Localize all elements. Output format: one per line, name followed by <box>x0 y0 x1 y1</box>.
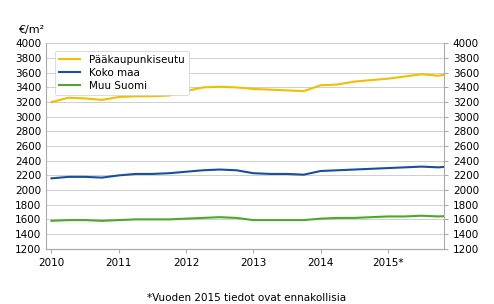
Koko maa <box>150 172 156 176</box>
Muu Suomi <box>65 218 71 222</box>
Muu Suomi <box>284 218 290 222</box>
Pääkaupunkiseutu <box>452 71 458 74</box>
Koko maa <box>318 169 324 173</box>
Muu Suomi <box>166 218 172 221</box>
Pääkaupunkiseutu <box>99 98 105 102</box>
Muu Suomi <box>82 218 88 222</box>
Muu Suomi <box>217 215 223 219</box>
Pääkaupunkiseutu <box>402 75 408 78</box>
Koko maa <box>234 168 240 172</box>
Koko maa <box>486 162 492 165</box>
Koko maa <box>469 163 475 166</box>
Text: *Vuoden 2015 tiedot ovat ennakollisia: *Vuoden 2015 tiedot ovat ennakollisia <box>147 293 347 303</box>
Koko maa <box>385 166 391 170</box>
Muu Suomi <box>234 216 240 220</box>
Muu Suomi <box>402 215 408 218</box>
Koko maa <box>65 175 71 179</box>
Koko maa <box>116 174 122 177</box>
Muu Suomi <box>200 216 206 220</box>
Line: Koko maa: Koko maa <box>51 159 494 178</box>
Koko maa <box>418 165 424 168</box>
Pääkaupunkiseutu <box>116 95 122 99</box>
Muu Suomi <box>48 219 54 223</box>
Koko maa <box>99 176 105 179</box>
Koko maa <box>183 170 189 174</box>
Line: Muu Suomi: Muu Suomi <box>51 211 494 221</box>
Koko maa <box>351 168 357 171</box>
Muu Suomi <box>183 217 189 220</box>
Pääkaupunkiseutu <box>132 95 138 98</box>
Muu Suomi <box>132 218 138 221</box>
Muu Suomi <box>385 215 391 218</box>
Pääkaupunkiseutu <box>418 72 424 76</box>
Koko maa <box>301 173 307 177</box>
Pääkaupunkiseutu <box>217 85 223 88</box>
Pääkaupunkiseutu <box>385 77 391 81</box>
Pääkaupunkiseutu <box>250 87 256 91</box>
Koko maa <box>132 172 138 176</box>
Koko maa <box>402 165 408 169</box>
Pääkaupunkiseutu <box>301 89 307 93</box>
Koko maa <box>334 168 340 172</box>
Pääkaupunkiseutu <box>234 86 240 89</box>
Text: €/m²: €/m² <box>18 25 44 35</box>
Pääkaupunkiseutu <box>351 80 357 83</box>
Koko maa <box>452 164 458 168</box>
Koko maa <box>284 172 290 176</box>
Muu Suomi <box>99 219 105 223</box>
Muu Suomi <box>469 213 475 217</box>
Muu Suomi <box>334 216 340 220</box>
Pääkaupunkiseutu <box>166 94 172 97</box>
Muu Suomi <box>301 218 307 222</box>
Muu Suomi <box>318 217 324 220</box>
Muu Suomi <box>368 215 374 219</box>
Koko maa <box>82 175 88 179</box>
Pääkaupunkiseutu <box>435 74 441 78</box>
Muu Suomi <box>486 213 492 217</box>
Pääkaupunkiseutu <box>150 95 156 98</box>
Pääkaupunkiseutu <box>183 89 189 93</box>
Pääkaupunkiseutu <box>284 88 290 92</box>
Koko maa <box>250 171 256 175</box>
Pääkaupunkiseutu <box>486 67 492 71</box>
Pääkaupunkiseutu <box>334 83 340 86</box>
Koko maa <box>217 168 223 171</box>
Pääkaupunkiseutu <box>469 70 475 73</box>
Pääkaupunkiseutu <box>82 97 88 100</box>
Muu Suomi <box>418 214 424 218</box>
Pääkaupunkiseutu <box>267 88 273 92</box>
Koko maa <box>267 172 273 176</box>
Pääkaupunkiseutu <box>65 96 71 99</box>
Koko maa <box>48 177 54 180</box>
Muu Suomi <box>435 215 441 218</box>
Muu Suomi <box>116 218 122 222</box>
Pääkaupunkiseutu <box>48 100 54 104</box>
Muu Suomi <box>150 218 156 221</box>
Line: Pääkaupunkiseutu: Pääkaupunkiseutu <box>51 62 494 102</box>
Pääkaupunkiseutu <box>368 78 374 82</box>
Muu Suomi <box>250 218 256 222</box>
Muu Suomi <box>452 214 458 218</box>
Koko maa <box>435 165 441 169</box>
Muu Suomi <box>267 218 273 222</box>
Koko maa <box>200 168 206 172</box>
Pääkaupunkiseutu <box>318 83 324 87</box>
Koko maa <box>368 167 374 171</box>
Muu Suomi <box>351 216 357 220</box>
Pääkaupunkiseutu <box>200 86 206 89</box>
Legend: Pääkaupunkiseutu, Koko maa, Muu Suomi: Pääkaupunkiseutu, Koko maa, Muu Suomi <box>55 51 189 95</box>
Koko maa <box>166 171 172 175</box>
